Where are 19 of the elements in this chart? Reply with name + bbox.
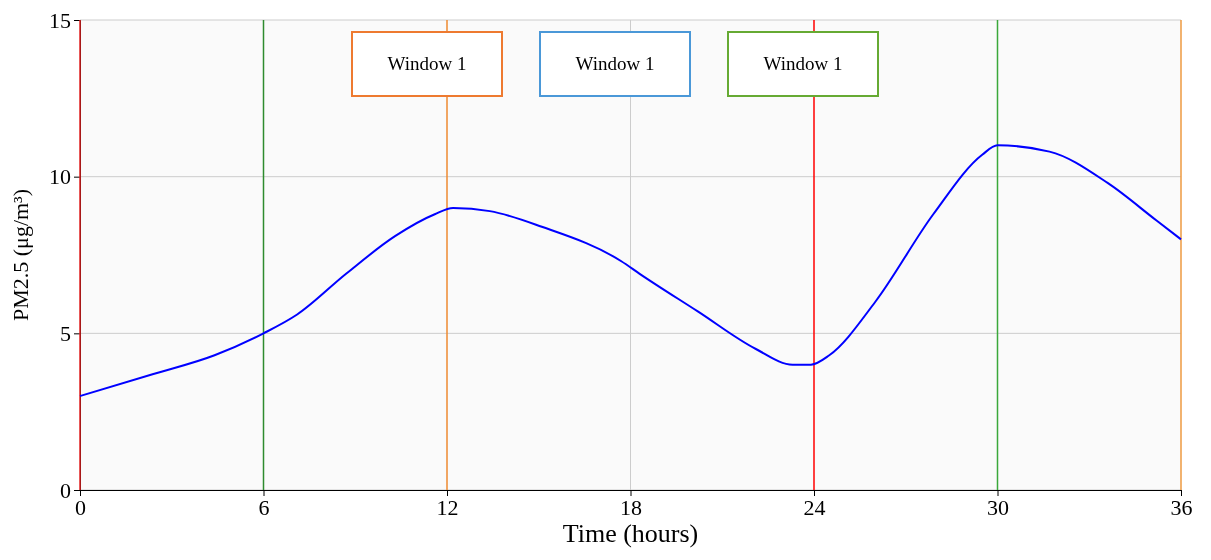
label-box: Window 1 [351,31,503,97]
x-tick-label: 6 [258,494,270,520]
y-tick-label: 0 [60,477,71,503]
x-axis-title: Time (hours) [562,519,699,548]
x-tick-label: 12 [436,494,459,520]
y-tick-label: 5 [60,320,71,346]
y-tick-label: 15 [49,7,71,33]
x-tick-label: 36 [1170,494,1193,520]
annotation: Window 1 [763,53,843,74]
label-box: Window 1 [539,31,691,97]
label-box: Window 1 [727,31,879,97]
y-axis-title: PM2.5 (μg/m³) [8,188,33,322]
x-tick-label: 24 [803,494,826,520]
annotation: Window 1 [575,53,655,74]
line-series [79,144,1182,397]
x-tick-label: 18 [620,494,642,520]
annotation: Window 1 [387,53,467,74]
x-tick-label: 30 [987,494,1009,520]
y-tick-label: 10 [49,164,71,190]
